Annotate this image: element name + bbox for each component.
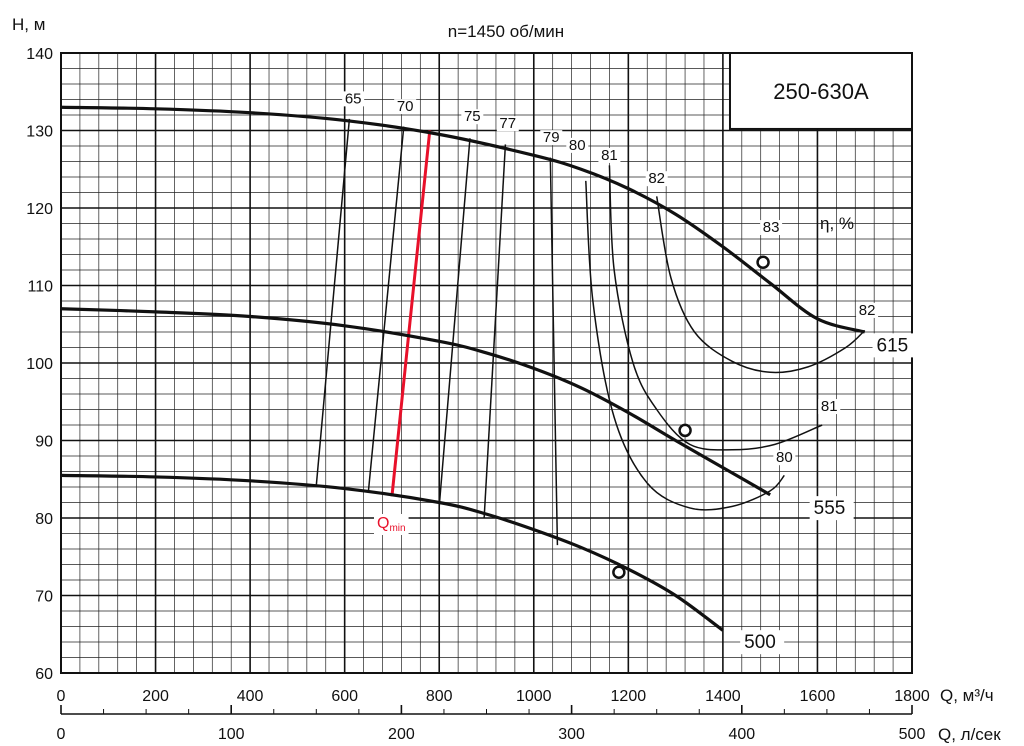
curve-label-555: 555 bbox=[814, 498, 846, 519]
efficiency-contours bbox=[315, 118, 866, 546]
y-tick-label: 80 bbox=[35, 511, 53, 528]
secondary-x-tick-label: 300 bbox=[558, 726, 585, 743]
bep-marker bbox=[612, 565, 626, 579]
x-tick-label: 1200 bbox=[611, 688, 647, 705]
qmin-label: Qmin bbox=[377, 515, 406, 534]
x-tick-label: 1800 bbox=[894, 688, 930, 705]
eff-label-bg bbox=[773, 450, 796, 466]
head-curve-555 bbox=[60, 307, 771, 497]
eff-label-81: 81 bbox=[821, 398, 838, 415]
curve-label-bg bbox=[809, 496, 854, 521]
efficiency-labels: 65 70 75 77 79 80 81 82 83 82 81 80 bbox=[342, 90, 879, 466]
model-box-frame bbox=[728, 52, 913, 130]
qmin-line bbox=[390, 130, 432, 497]
eff-label-bg bbox=[645, 171, 668, 187]
y-tick-label: 100 bbox=[26, 356, 53, 373]
efficiency-contour-77 bbox=[483, 144, 507, 519]
eff-label-79: 79 bbox=[543, 129, 560, 146]
model-box: 250-630A bbox=[728, 52, 913, 130]
efficiency-contour-70 bbox=[367, 126, 405, 493]
qmin-label-subscript: min bbox=[389, 523, 405, 534]
eff-label-bg bbox=[566, 137, 589, 153]
eff-label-77: 77 bbox=[499, 115, 516, 132]
y-tick-label: 60 bbox=[35, 666, 53, 683]
y-tick-label: 130 bbox=[26, 124, 53, 141]
head-curve-615 bbox=[60, 105, 866, 334]
eff-label-bg bbox=[540, 130, 563, 146]
eff-label-bg bbox=[496, 116, 519, 132]
head-curves bbox=[60, 105, 866, 632]
secondary-x-tick-label: 100 bbox=[218, 726, 245, 743]
x-axis-ticks: 0 200 400 600 800 1000 1200 1400 1600 1800 bbox=[57, 688, 930, 705]
x-tick-label: 1000 bbox=[516, 688, 552, 705]
curve-label-bg bbox=[740, 630, 785, 655]
efficiency-contour-75 bbox=[438, 138, 471, 507]
eff-label-bg bbox=[394, 99, 417, 115]
head-curve-500 bbox=[60, 473, 724, 632]
y-tick-label: 110 bbox=[27, 279, 53, 296]
eff-label-65: 65 bbox=[345, 90, 362, 107]
chart-title: n=1450 об/мин bbox=[448, 22, 564, 41]
efficiency-contour-65 bbox=[315, 118, 351, 486]
eff-label-83: 83 bbox=[763, 219, 780, 236]
secondary-x-tick-label: 400 bbox=[728, 726, 755, 743]
secondary-x-tick-label: 200 bbox=[388, 726, 415, 743]
model-label: 250-630A bbox=[773, 79, 869, 104]
eff-label-75: 75 bbox=[464, 108, 481, 125]
eff-label-70: 70 bbox=[397, 98, 414, 115]
eff-label-82: 82 bbox=[859, 302, 876, 319]
x-tick-label: 400 bbox=[237, 688, 264, 705]
secondary-x-axis: 0 100 200 300 400 500 bbox=[57, 705, 926, 743]
eff-label-82: 82 bbox=[648, 170, 665, 187]
efficiency-contour-82 bbox=[655, 196, 866, 374]
eff-label-bg bbox=[461, 109, 484, 125]
bep-marker bbox=[678, 423, 692, 438]
eff-label-bg bbox=[760, 220, 783, 236]
x-tick-label: 1600 bbox=[800, 688, 836, 705]
x-tick-label: 200 bbox=[142, 688, 169, 705]
secondary-x-axis-label: Q, л/сек bbox=[938, 725, 1001, 744]
bep-marker bbox=[756, 255, 770, 269]
qmin-label-main: Q bbox=[377, 515, 389, 532]
curve-label-500: 500 bbox=[744, 632, 776, 653]
curve-labels: 615 555 500 bbox=[740, 333, 917, 655]
x-tick-label: 1400 bbox=[705, 688, 741, 705]
y-axis-ticks: 60 70 80 90 100 110 120 130 140 bbox=[26, 46, 53, 683]
efficiency-contour-80 bbox=[585, 180, 785, 511]
curve-label-bg bbox=[872, 333, 917, 358]
y-axis-label: H, м bbox=[12, 15, 45, 34]
y-tick-label: 90 bbox=[35, 434, 53, 451]
secondary-x-tick-label: 500 bbox=[899, 726, 926, 743]
eff-label-bg bbox=[856, 302, 879, 318]
y-tick-label: 120 bbox=[26, 201, 53, 218]
plot-frame bbox=[60, 52, 913, 674]
qmin-label-bg bbox=[374, 514, 409, 535]
eff-label-80: 80 bbox=[776, 449, 793, 466]
curve-label-615: 615 bbox=[877, 335, 909, 356]
efficiency-contour-79 bbox=[549, 157, 559, 546]
eff-label-81: 81 bbox=[601, 147, 618, 164]
y-tick-label: 140 bbox=[26, 46, 53, 63]
eff-label-bg bbox=[342, 91, 365, 107]
x-tick-label: 800 bbox=[426, 688, 453, 705]
eff-label-bg bbox=[598, 147, 621, 163]
secondary-x-tick-label: 0 bbox=[57, 726, 66, 743]
y-tick-label: 70 bbox=[35, 589, 53, 606]
x-tick-label: 600 bbox=[331, 688, 358, 705]
efficiency-axis-label: η, % bbox=[820, 214, 854, 233]
x-axis-label: Q, м³/ч bbox=[940, 686, 994, 705]
eff-label-80: 80 bbox=[569, 137, 586, 154]
x-tick-label: 0 bbox=[57, 688, 66, 705]
efficiency-contour-81 bbox=[608, 165, 823, 451]
eff-label-bg bbox=[818, 399, 841, 415]
best-efficiency-points bbox=[612, 255, 770, 579]
